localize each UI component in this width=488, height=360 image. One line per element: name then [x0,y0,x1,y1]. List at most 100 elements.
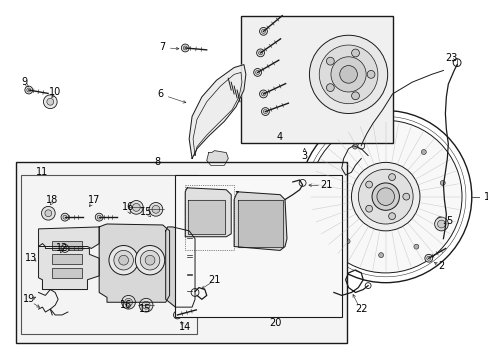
Circle shape [261,108,269,116]
Circle shape [140,251,160,270]
Circle shape [388,174,395,180]
Circle shape [142,301,150,309]
Bar [52,268,81,278]
Text: 17: 17 [88,194,100,204]
Circle shape [376,188,394,206]
Circle shape [387,136,392,140]
Circle shape [309,35,387,113]
Circle shape [152,206,160,213]
Circle shape [319,45,377,104]
Text: 13: 13 [24,253,37,263]
Circle shape [352,144,357,149]
Circle shape [114,251,133,270]
Text: 16: 16 [120,300,132,310]
Circle shape [434,217,447,231]
Polygon shape [188,199,225,234]
Circle shape [173,311,181,319]
Polygon shape [238,199,283,247]
Text: 21: 21 [208,275,220,285]
Circle shape [256,49,264,57]
Circle shape [253,68,261,76]
Bar [175,175,341,317]
Circle shape [345,239,349,244]
Text: 20: 20 [268,318,281,328]
Circle shape [421,149,426,154]
Text: 16: 16 [122,202,134,212]
Circle shape [437,220,445,228]
Circle shape [351,49,359,57]
Circle shape [358,169,412,224]
Text: 22: 22 [354,304,367,314]
Text: 12: 12 [56,243,68,253]
Circle shape [329,289,337,296]
Circle shape [378,253,383,257]
Polygon shape [189,64,245,158]
Circle shape [328,172,333,177]
Polygon shape [234,192,286,251]
Text: 5: 5 [445,216,451,226]
Text: 2: 2 [437,261,444,271]
Circle shape [47,98,54,105]
Text: 7: 7 [159,42,165,52]
Circle shape [371,183,399,210]
Bar [16,162,346,343]
Polygon shape [185,188,231,237]
Circle shape [413,244,418,249]
Circle shape [366,71,374,78]
Text: 9: 9 [22,77,28,87]
Bar [52,240,81,251]
Text: 15: 15 [139,304,151,314]
Text: 18: 18 [46,194,58,204]
Text: 10: 10 [49,87,61,97]
Circle shape [119,255,128,265]
Circle shape [437,217,442,221]
Circle shape [326,84,334,91]
Circle shape [309,120,461,273]
Circle shape [439,180,444,185]
Circle shape [326,57,334,65]
Circle shape [351,162,419,231]
Circle shape [181,44,189,52]
Bar [52,254,81,264]
Circle shape [129,201,143,214]
Circle shape [365,205,372,212]
Circle shape [388,213,395,220]
Polygon shape [39,227,99,248]
Circle shape [402,193,409,200]
Text: 6: 6 [158,89,163,99]
Polygon shape [39,247,99,289]
Text: 3: 3 [301,150,307,161]
Text: 14: 14 [179,322,191,332]
Circle shape [365,181,372,188]
Circle shape [149,202,163,216]
Circle shape [61,213,69,221]
Circle shape [95,213,103,221]
Circle shape [109,246,138,275]
Text: 21: 21 [319,180,331,190]
Circle shape [351,92,359,100]
Circle shape [122,296,135,309]
Circle shape [139,298,153,312]
Polygon shape [165,227,195,307]
Bar [21,175,197,333]
Circle shape [41,206,55,220]
Circle shape [259,27,267,35]
Circle shape [132,203,140,211]
Polygon shape [206,151,228,165]
Circle shape [145,255,155,265]
Circle shape [45,210,52,217]
Polygon shape [99,224,169,302]
Text: 4: 4 [277,132,283,142]
Circle shape [424,254,432,262]
Circle shape [124,298,132,306]
Text: 23: 23 [444,53,456,63]
Text: 1: 1 [484,192,488,202]
Circle shape [325,208,330,213]
Bar [241,16,392,143]
Circle shape [43,95,57,109]
Circle shape [61,244,69,252]
Circle shape [135,246,164,275]
Circle shape [259,90,267,98]
Text: 15: 15 [140,207,152,217]
Text: 19: 19 [22,294,35,304]
